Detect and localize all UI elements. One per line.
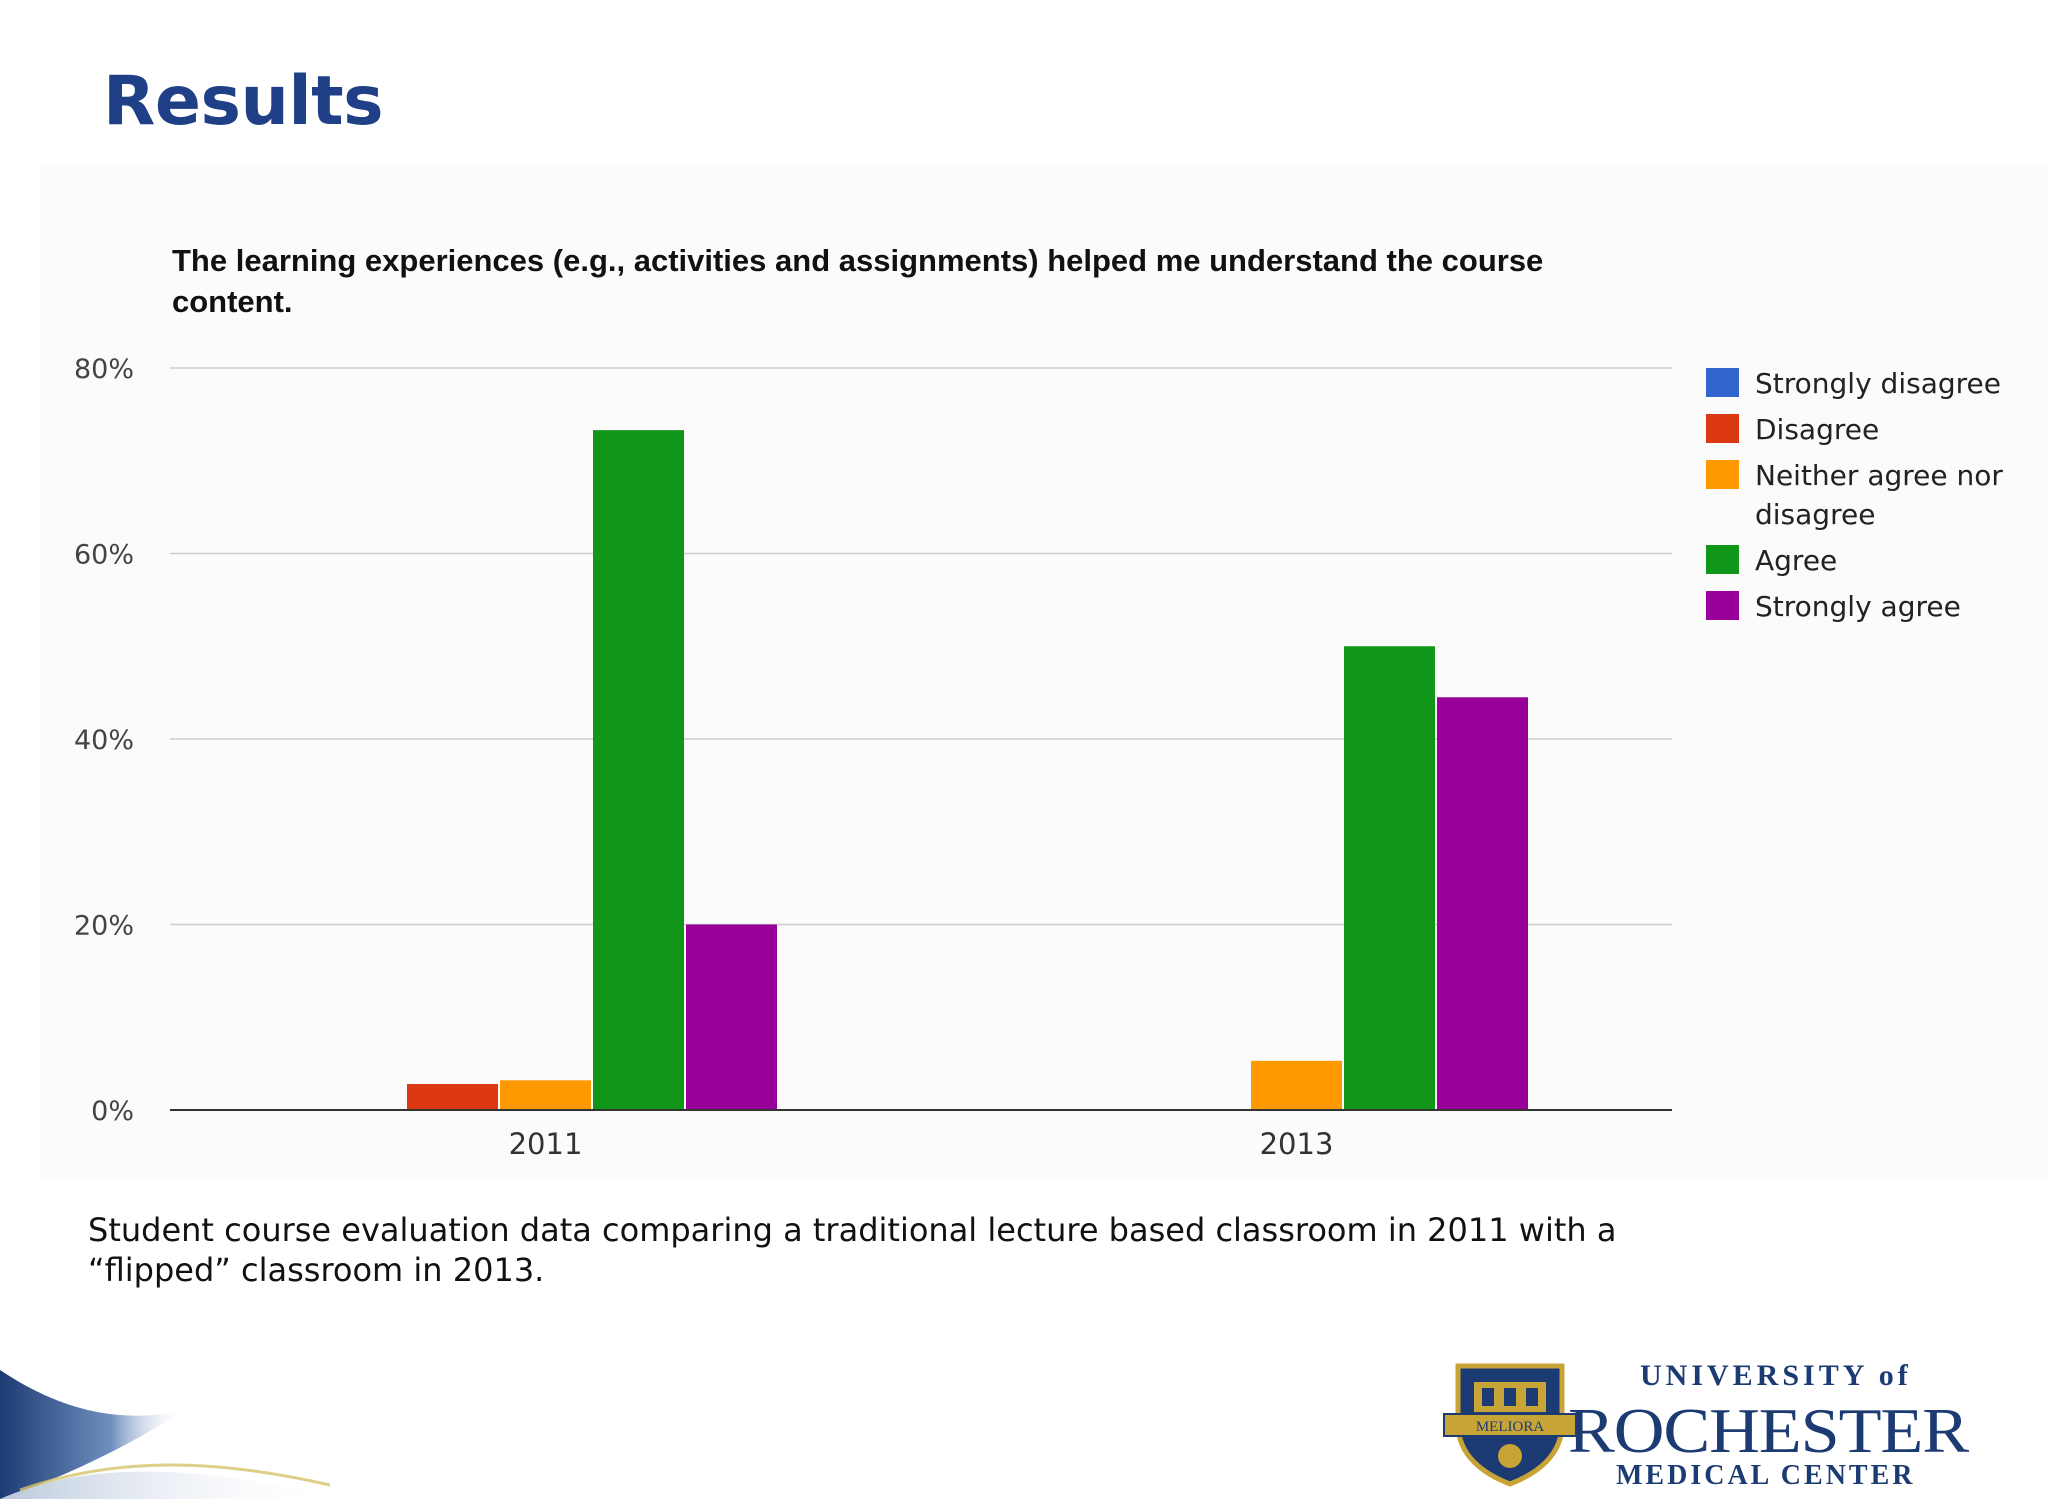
chart-panel bbox=[40, 166, 2048, 1178]
bar-neither-agree-nor-disagree-2011 bbox=[500, 1080, 591, 1110]
bar-agree-2013 bbox=[1344, 646, 1435, 1110]
x-tick-label: 2011 bbox=[509, 1127, 583, 1161]
decorative-swoosh bbox=[0, 1370, 340, 1499]
bar-disagree-2011 bbox=[407, 1084, 498, 1110]
chart-title: The learning experiences (e.g., activiti… bbox=[172, 243, 1544, 319]
bar-agree-2011 bbox=[593, 430, 684, 1111]
legend-label: Neither agree nor disagree bbox=[1755, 459, 2003, 531]
chart-legend: Strongly disagree Disagree Neither agree n… bbox=[1706, 364, 2036, 633]
logo-line-medical-center: MEDICAL CENTER bbox=[1616, 1460, 1915, 1491]
seal-text: MELIORA bbox=[1476, 1419, 1544, 1435]
university-logo: MELIORA UNIVERSITY of ROCHESTER MEDICAL … bbox=[1443, 1359, 1970, 1491]
legend-swatch bbox=[1706, 368, 1739, 397]
legend-item: Agree bbox=[1706, 541, 2036, 580]
y-tick-label: 60% bbox=[74, 540, 134, 571]
legend-label: Agree bbox=[1755, 544, 1838, 577]
legend-item: Neither agree nor disagree bbox=[1706, 456, 2036, 534]
slide-title: Results bbox=[103, 62, 384, 141]
legend-label: Strongly agree bbox=[1755, 590, 1961, 623]
legend-item: Disagree bbox=[1706, 410, 2036, 449]
bar-strongly-agree-2013 bbox=[1437, 697, 1528, 1110]
university-seal-icon: MELIORA bbox=[1443, 1363, 1577, 1487]
x-tick-label: 2013 bbox=[1260, 1127, 1334, 1161]
y-tick-label: 40% bbox=[74, 725, 134, 756]
slide-caption: Student course evaluation data comparing… bbox=[88, 1211, 1617, 1289]
legend-item: Strongly disagree bbox=[1706, 364, 2036, 403]
legend-swatch bbox=[1706, 591, 1739, 620]
logo-line-university: UNIVERSITY of bbox=[1640, 1359, 1912, 1392]
y-tick-label: 80% bbox=[74, 354, 134, 385]
legend-label: Strongly disagree bbox=[1755, 367, 2001, 400]
legend-swatch bbox=[1706, 460, 1739, 489]
bar-neither-agree-nor-disagree-2013 bbox=[1251, 1060, 1342, 1110]
y-tick-label: 20% bbox=[74, 911, 134, 942]
legend-label: Disagree bbox=[1755, 413, 1880, 446]
legend-item: Strongly agree bbox=[1706, 587, 2036, 626]
logo-line-rochester: ROCHESTER bbox=[1568, 1395, 1969, 1466]
legend-swatch bbox=[1706, 414, 1739, 443]
bar-strongly-agree-2011 bbox=[686, 924, 777, 1110]
legend-swatch bbox=[1706, 545, 1739, 574]
y-tick-label: 0% bbox=[91, 1096, 134, 1127]
